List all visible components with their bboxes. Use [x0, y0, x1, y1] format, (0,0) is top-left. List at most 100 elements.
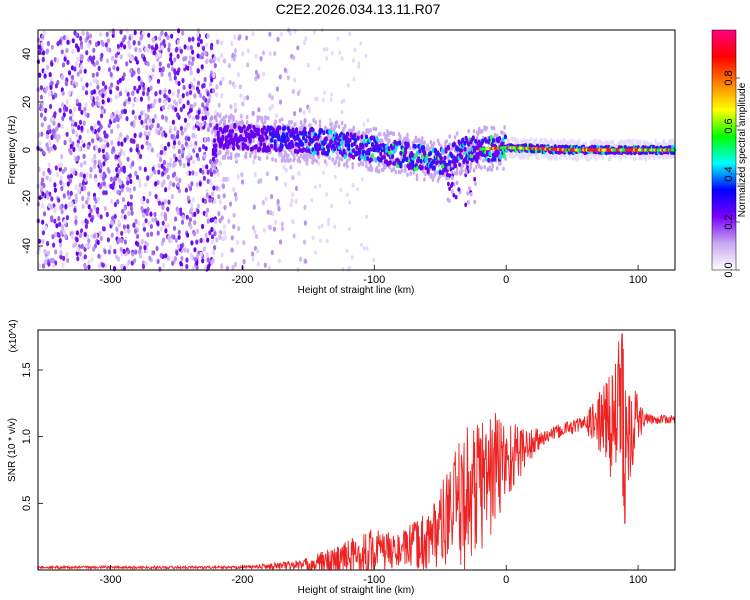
- spectrogram-cell: [69, 150, 73, 156]
- spectrogram-cell: [130, 90, 134, 96]
- spectrogram-cell: [90, 138, 95, 144]
- spectrogram-cell: [64, 203, 68, 210]
- spectrogram-cell: [218, 199, 222, 205]
- spectrogram-cell: [107, 249, 111, 255]
- spectrogram-cell: [90, 217, 94, 223]
- spectrogram-cell: [168, 162, 172, 168]
- spectrogram-cell: [204, 146, 208, 152]
- spectrogram-cell: [419, 158, 423, 164]
- spectrogram-cell: [413, 138, 417, 144]
- spectrogram-cell: [338, 156, 342, 162]
- spectrogram-cell: [154, 181, 158, 187]
- spectrogram-cell: [228, 201, 233, 207]
- spectrogram-cell: [109, 176, 113, 182]
- spectrogram-cell: [226, 124, 230, 130]
- y-tick-label: 1.0: [21, 429, 33, 444]
- spectrogram-cell: [268, 106, 272, 112]
- spectrogram-cell: [302, 239, 307, 245]
- spectrogram-cell: [491, 138, 496, 143]
- spectrogram-cell: [115, 172, 120, 178]
- spectrogram-cell: [116, 66, 120, 72]
- spectrogram-cell: [81, 85, 85, 91]
- spectrogram-cell: [40, 41, 44, 47]
- spectrogram-cell: [467, 129, 471, 134]
- spectrogram-cell: [336, 154, 340, 159]
- spectrogram-cell: [162, 159, 166, 165]
- spectrogram-cell: [224, 176, 228, 182]
- spectrogram-cell: [289, 157, 292, 163]
- spectrogram-cell: [213, 55, 217, 61]
- spectrogram-cell: [160, 30, 164, 36]
- spectrogram-cell: [112, 65, 116, 71]
- spectrogram-cell: [347, 267, 351, 272]
- spectrogram-cell: [163, 224, 167, 230]
- spectrogram-cell: [150, 123, 154, 129]
- spectrogram-cell: [433, 172, 437, 177]
- spectrogram-cell: [101, 148, 105, 154]
- spectrogram-cell: [113, 248, 117, 255]
- spectrogram-cell: [420, 165, 424, 170]
- spectrogram-cell: [383, 131, 386, 137]
- spectrogram-cell: [201, 258, 205, 264]
- spectrogram-cell: [367, 150, 371, 156]
- snr-y-multiplier: (x10^4): [8, 319, 19, 352]
- spectrogram-cell: [104, 42, 108, 48]
- spectrogram-cell: [180, 219, 185, 225]
- spectrogram-cell: [79, 40, 83, 46]
- spectrogram-cell: [537, 155, 540, 161]
- spectrogram-cell: [356, 135, 360, 141]
- spectrogram-cell: [123, 239, 127, 245]
- spectrogram-cell: [245, 35, 249, 41]
- spectrogram-cell: [95, 101, 99, 107]
- spectrogram-cell: [106, 46, 110, 52]
- spectrogram-cell: [423, 150, 427, 156]
- spectrogram-cell: [58, 166, 62, 172]
- spectrogram-cell: [357, 61, 361, 66]
- spectrogram-cell: [220, 252, 224, 258]
- spectrogram-cell: [182, 63, 186, 69]
- spectrogram-cell: [110, 128, 114, 134]
- spectrogram-cell: [286, 137, 290, 142]
- spectrogram-cell: [230, 41, 234, 47]
- spectrogram-cell: [327, 217, 330, 223]
- spectrogram-cell: [175, 176, 179, 182]
- spectrogram-cell: [138, 245, 142, 251]
- spectrogram-cell: [156, 258, 160, 264]
- spectrogram-cell: [406, 132, 409, 138]
- spectrogram-cell: [60, 185, 64, 192]
- spectrogram-cell: [213, 164, 216, 169]
- spectrogram-cell: [41, 57, 45, 63]
- spectrogram-cell: [195, 253, 199, 259]
- spectrogram-cell: [196, 53, 200, 59]
- spectrogram-cell: [345, 248, 349, 253]
- spectrogram-cell: [130, 72, 134, 78]
- spectrogram-cell: [570, 138, 574, 144]
- spectrogram-cell: [180, 255, 184, 262]
- spectrogram-cell: [230, 114, 233, 119]
- spectrogram-cell: [129, 201, 133, 208]
- spectrogram-cell: [76, 71, 80, 77]
- spectrogram-cell: [227, 118, 231, 124]
- spectrogram-cell: [377, 162, 381, 167]
- spectrogram-cell: [155, 129, 159, 135]
- spectrogram-cell: [199, 251, 203, 257]
- spectrogram-cell: [88, 212, 92, 218]
- spectrogram-cell: [496, 150, 500, 156]
- spectrogram-cell: [41, 230, 46, 236]
- spectrogram-cell: [399, 161, 403, 167]
- spectrogram-cell: [351, 148, 356, 154]
- spectrogram-cell: [61, 115, 65, 121]
- colorbar-tick-label: 0.6: [723, 118, 735, 133]
- spectrogram-cell: [392, 131, 396, 137]
- spectrogram-cell: [418, 148, 422, 154]
- spectrogram-cell: [46, 146, 50, 152]
- spectrogram-cell: [238, 120, 242, 126]
- spectrogram-cell: [291, 218, 295, 225]
- spectrogram-cell: [125, 61, 129, 67]
- spectrogram-cell: [322, 130, 326, 136]
- spectrogram-cell: [133, 258, 137, 264]
- spectrogram-cell: [360, 177, 364, 182]
- spectrogram-cell: [508, 154, 512, 159]
- spectrogram-cell: [126, 224, 130, 230]
